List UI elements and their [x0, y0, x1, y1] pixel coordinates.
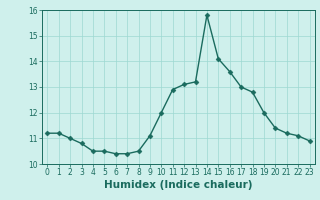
X-axis label: Humidex (Indice chaleur): Humidex (Indice chaleur)	[104, 180, 253, 190]
